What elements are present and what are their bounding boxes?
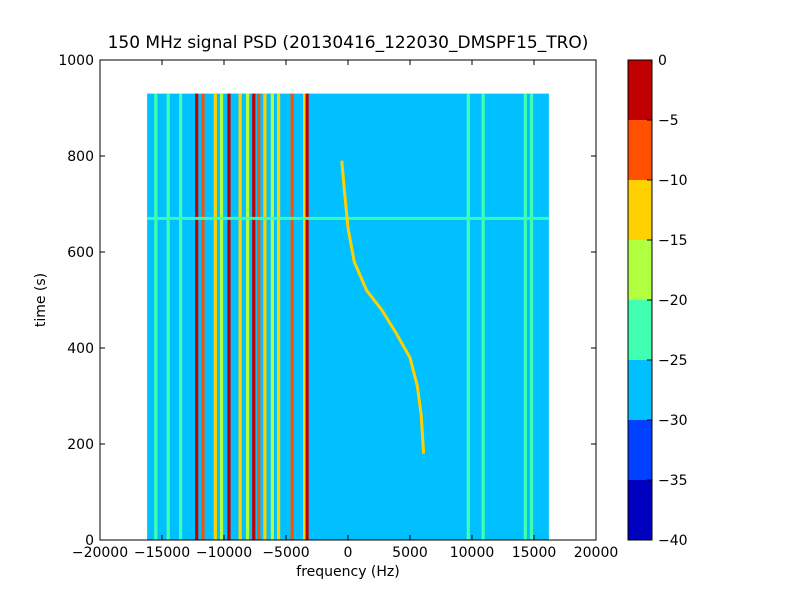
signal-line: [290, 93, 294, 540]
chart-title: 150 MHz signal PSD (20130416_122030_DMSP…: [108, 33, 589, 53]
signal-line: [276, 93, 281, 540]
y-axis-ticks: 0 200 400 600 800 1000: [58, 53, 596, 549]
plot-area: −20000 −15000 −10000 −5000 0 5000 10000 15000 20…: [58, 53, 618, 561]
signal-line: [245, 93, 250, 540]
x-tick-label: −15000: [134, 545, 190, 561]
x-tick-label: −10000: [196, 545, 252, 561]
colorbar-tick-label: −10: [658, 173, 688, 189]
y-tick-label: 200: [67, 437, 94, 453]
colorbar-segment: [628, 180, 652, 240]
colorbar: −40 −35 −30 −25 −20 −15 −10 −5 0: [627, 53, 688, 549]
y-tick-label: 400: [67, 341, 94, 357]
signal-line: [179, 93, 183, 540]
colorbar-tick-label: −15: [658, 233, 688, 249]
colorbar-tick-label: 0: [658, 53, 667, 69]
colorbar-tick-label: −30: [658, 413, 688, 429]
signal-line: [238, 93, 242, 540]
signal-line: [481, 93, 485, 540]
signal-line: [252, 93, 256, 540]
signal-line: [227, 93, 231, 540]
signal-line: [529, 93, 534, 540]
x-axis-label: frequency (Hz): [296, 564, 399, 580]
colorbar-tick-label: −40: [658, 533, 688, 549]
x-tick-label: −5000: [262, 545, 309, 561]
colorbar-segment: [628, 120, 652, 180]
x-tick-label: 10000: [450, 545, 495, 561]
signal-line: [154, 93, 158, 540]
colorbar-segment: [628, 480, 652, 540]
heatmap-background: [147, 93, 549, 540]
y-tick-label: 1000: [58, 53, 94, 69]
signal-line: [466, 93, 470, 540]
heatmap: [147, 93, 549, 540]
x-tick-label: −20000: [72, 545, 128, 561]
doppler-track: [340, 160, 426, 454]
colorbar-tick-label: −20: [658, 293, 688, 309]
y-tick-label: 0: [85, 533, 94, 549]
colorbar-segment: [628, 60, 652, 120]
signal-line: [195, 93, 199, 540]
colorbar-segment: [628, 300, 652, 360]
colorbar-tick-label: −5: [658, 113, 679, 129]
signal-line: [523, 93, 527, 540]
y-tick-label: 800: [67, 149, 94, 165]
signal-line: [270, 93, 274, 540]
x-axis-ticks: −20000 −15000 −10000 −5000 0 5000 10000 15000 20…: [72, 60, 618, 561]
signal-line: [257, 93, 261, 540]
y-axis-label: time (s): [33, 273, 49, 327]
x-tick-label: 0: [344, 545, 353, 561]
colorbar-segment: [628, 420, 652, 480]
x-tick-label: 15000: [512, 545, 557, 561]
signal-line: [305, 93, 309, 540]
y-tick-label: 600: [67, 245, 94, 261]
colorbar-segment: [628, 240, 652, 300]
signal-line: [213, 93, 217, 540]
x-tick-label: 20000: [574, 545, 619, 561]
colorbar-tick-label: −35: [658, 473, 688, 489]
colorbar-segment: [628, 360, 652, 420]
signal-line: [166, 93, 170, 540]
signal-line: [201, 93, 205, 540]
x-tick-label: 5000: [392, 545, 428, 561]
signal-line: [263, 93, 267, 540]
colorbar-tick-label: −25: [658, 353, 688, 369]
signal-line: [219, 93, 224, 540]
signal-line: [303, 93, 307, 540]
